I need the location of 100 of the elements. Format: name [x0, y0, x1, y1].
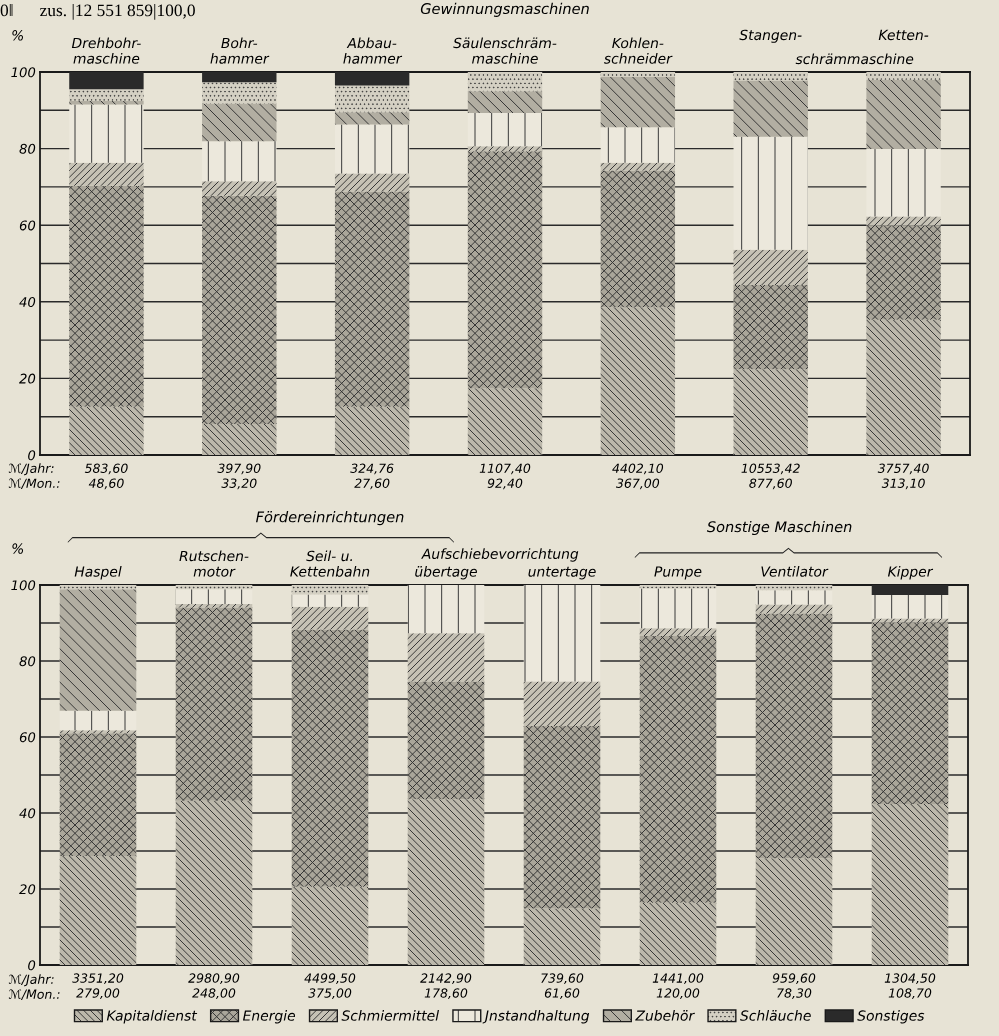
bar [69, 406, 144, 455]
bar [202, 195, 277, 424]
bar [866, 225, 941, 320]
y-tick-label: 60 [19, 732, 36, 743]
bar [291, 585, 369, 595]
bar [755, 604, 833, 614]
text: ℳ/Jahr: ℳ/Mon.: [8, 974, 60, 1000]
text: schrämmaschine [795, 53, 914, 65]
bar [523, 908, 601, 965]
bar [334, 85, 410, 113]
bar [639, 635, 717, 903]
text: Aufschiebevorrichtung [421, 548, 579, 562]
text: 4402,10 367,00 [612, 463, 664, 490]
bar [755, 613, 833, 859]
legend-label: Jnstandhaltung [482, 1010, 590, 1024]
bar [467, 112, 543, 147]
bar [59, 855, 137, 965]
y-tick-label: 100 [11, 580, 36, 591]
text: 3757,40 313,10 [877, 463, 929, 490]
bar [69, 100, 144, 105]
bar [639, 902, 717, 965]
bar [866, 319, 941, 455]
legend-label: Zubehör [635, 1010, 695, 1021]
bar [871, 585, 949, 595]
x-tick-label: Ventilator [761, 566, 829, 577]
y-tick-label: 80 [19, 143, 36, 154]
x-tick-label: Pumpe [654, 566, 702, 580]
bar [59, 730, 137, 734]
bar [59, 589, 137, 711]
text: 2142,90 178,60 [420, 973, 472, 1000]
text: Sonstige Maschinen [706, 520, 852, 536]
text: 2980,90 248,00 [188, 973, 240, 1000]
bar [175, 800, 253, 965]
y-axis-title: % [12, 30, 24, 41]
bar [871, 594, 949, 619]
bar [600, 307, 676, 455]
text: 324,76 27,60 [350, 463, 394, 490]
bar [600, 127, 676, 163]
bar [334, 173, 410, 192]
bar [69, 185, 144, 407]
bar [334, 112, 410, 125]
text: 3351,20 279,00 [72, 973, 124, 1000]
text: 4499,50 375,00 [304, 973, 356, 1000]
bar [733, 136, 808, 250]
text: 583,60 48,60 [84, 463, 128, 490]
x-tick-label: Kipper [887, 566, 934, 580]
bar [866, 148, 941, 217]
bar [523, 725, 601, 909]
text: 1441,00 120,00 [652, 973, 704, 1000]
bar [407, 681, 485, 800]
x-tick-label: Säulenschräm- maschine [453, 37, 557, 64]
bar [639, 628, 717, 636]
text: 0‖ zus. |12 551 859|100,0 [0, 3, 195, 20]
text: ℳ/Jahr: ℳ/Mon.: [8, 463, 60, 489]
y-tick-label: 40 [19, 297, 36, 307]
x-tick-label: Bohr- hammer [210, 37, 270, 64]
bar [866, 79, 941, 149]
legend-label: Schmiermittel [341, 1010, 439, 1021]
bar [59, 585, 137, 590]
bar [202, 72, 277, 83]
bar [202, 141, 277, 182]
y-tick-label: 80 [19, 656, 36, 667]
bar [639, 588, 717, 629]
bar [407, 585, 485, 634]
x-tick-label: Seil- u. Kettenbahn [290, 550, 370, 577]
bar [733, 72, 808, 81]
text: 397,90 33,20 [217, 463, 261, 490]
bar [175, 585, 253, 590]
bar [733, 284, 808, 370]
bar [69, 72, 144, 90]
y-tick-label: 40 [19, 808, 36, 819]
bar [202, 103, 277, 142]
bar [755, 590, 833, 605]
x-tick-label: Drehbohr- maschine [71, 37, 141, 64]
bar [69, 162, 144, 186]
legend-label: Schläuche [740, 1010, 811, 1021]
bar [202, 181, 277, 196]
legend-label: Energie [242, 1010, 296, 1024]
bar [407, 799, 485, 965]
y-tick-label: 60 [19, 220, 36, 231]
bar [600, 76, 676, 128]
bar [175, 589, 253, 604]
bar [467, 72, 543, 92]
bar [202, 423, 277, 455]
bar [334, 406, 410, 455]
bar [600, 72, 676, 77]
x-tick-label: übertage [415, 566, 477, 580]
y-axis-title: % [12, 543, 24, 554]
bar [467, 146, 543, 152]
text: 1107,40 92,40 [479, 463, 531, 490]
bar [733, 369, 808, 455]
y-tick-label: 20 [19, 884, 36, 895]
bar [755, 585, 833, 591]
bar [871, 622, 949, 804]
x-tick-label: Haspel [74, 566, 122, 580]
text: 1304,50 108,70 [884, 973, 936, 1000]
bar [467, 151, 543, 389]
bar [866, 72, 941, 80]
bar [467, 388, 543, 455]
y-tick-label: 100 [11, 67, 36, 78]
